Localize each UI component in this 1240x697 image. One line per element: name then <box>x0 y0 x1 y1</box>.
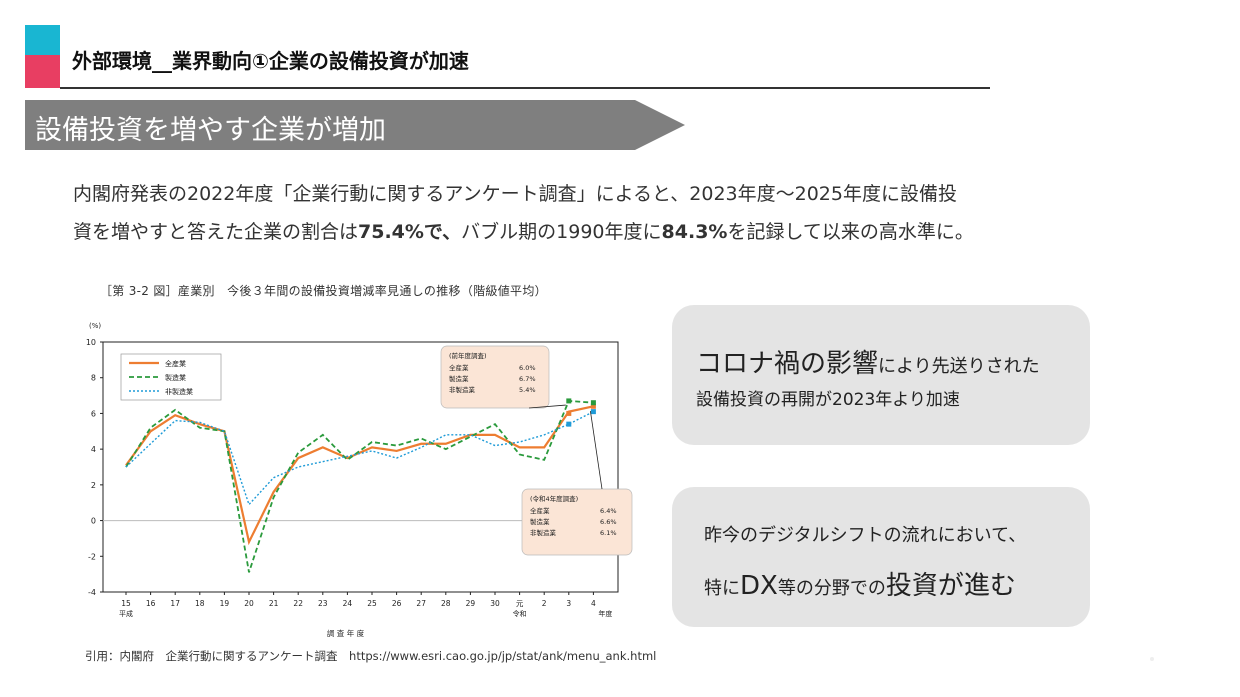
summary-line-2: 資を増やすと答えた企業の割合は75.4%で、バブル期の1990年度に84.3%を… <box>73 213 1153 251</box>
y-tick-label: 10 <box>86 338 96 347</box>
summary-text: バブル期の1990年度に <box>461 221 662 243</box>
series-end-marker <box>590 400 596 406</box>
x-tick-label: 21 <box>269 599 279 608</box>
y-tick-label: 2 <box>91 481 96 490</box>
annotation-row-value: 6.1% <box>600 529 617 537</box>
series-end-marker <box>590 403 596 409</box>
callout-text: 等の分野での <box>777 578 886 599</box>
y-tick-label: 0 <box>91 517 96 526</box>
series-line-製造業 <box>125 399 594 573</box>
annotation-row-value: 6.7% <box>519 375 536 383</box>
callout-emphasis: コロナ禍の影響 <box>696 349 879 379</box>
annotation-title: (前年度調査) <box>449 351 487 360</box>
legend-label: 非製造業 <box>165 387 193 396</box>
previous-survey-marker <box>566 421 572 427</box>
y-tick-label: -4 <box>88 588 96 597</box>
section-banner: 設備投資を増やす企業が増加 <box>25 100 685 150</box>
legend-label: 全産業 <box>165 359 186 368</box>
x-suffix-label: 年度 <box>598 609 612 618</box>
series-line-非製造業 <box>125 411 594 506</box>
series-line-全産業 <box>125 405 594 546</box>
banner-arrow-shape <box>25 100 685 150</box>
callout-text: により先送りされた <box>878 356 1040 377</box>
era-label: 平成 <box>119 609 133 618</box>
annotation-title: (令和4年度調査) <box>530 494 578 503</box>
summary-text: 資を増やすと答えた企業の割合は <box>73 221 359 243</box>
previous-survey-marker <box>566 398 572 404</box>
callout-emphasis: 投資が進む <box>885 571 1016 601</box>
x-tick-label: 2 <box>542 599 547 608</box>
title-underline <box>60 87 990 89</box>
banner-text: 設備投資を増やす企業が増加 <box>35 115 386 146</box>
previous-survey-marker <box>566 410 572 416</box>
annotation-row-label: 非製造業 <box>530 528 557 537</box>
x-tick-label: 元 <box>516 599 524 608</box>
summary-highlight: 84.3% <box>661 221 728 243</box>
accent-block-cyan <box>25 25 60 55</box>
annotation-row-label: 全産業 <box>530 506 550 515</box>
x-tick-label: 26 <box>392 599 402 608</box>
annotation-row-label: 製造業 <box>530 517 550 526</box>
annotation-row-value: 5.4% <box>519 386 536 394</box>
x-tick-label: 24 <box>343 599 353 608</box>
accent-block-pink <box>25 55 60 88</box>
annotation-row-value: 6.4% <box>600 507 617 515</box>
annotation-row-label: 製造業 <box>449 374 469 383</box>
x-tick-label: 17 <box>170 599 180 608</box>
callout-emphasis: DX <box>740 571 778 601</box>
x-tick-label: 30 <box>490 599 500 608</box>
decorative-dot <box>1150 657 1154 661</box>
source-citation: 引用：内閣府 企業行動に関するアンケート調査 https://www.esri.… <box>85 649 657 663</box>
callout-line-2: 設備投資の再開が2023年より加速 <box>696 390 960 410</box>
callout-text: 特に <box>704 578 740 599</box>
x-tick-label: 4 <box>591 599 596 608</box>
y-tick-label: -2 <box>88 552 96 561</box>
era-label: 令和 <box>513 609 527 618</box>
x-axis-label: 調 査 年 度 <box>327 628 365 638</box>
x-tick-label: 27 <box>416 599 426 608</box>
x-tick-label: 23 <box>318 599 328 608</box>
x-tick-label: 16 <box>146 599 156 608</box>
summary-line-1: 内閣府発表の2022年度「企業行動に関するアンケート調査」によると、2023年度… <box>73 183 957 205</box>
summary-text: を記録して以来の高水準に。 <box>727 221 974 243</box>
page-title: 外部環境__業界動向①企業の設備投資が加速 <box>72 49 469 73</box>
annotation-arrow <box>590 411 603 490</box>
annotation-box <box>521 488 633 556</box>
x-tick-label: 15 <box>121 599 131 608</box>
annotation-arrow <box>528 404 566 409</box>
legend-label: 製造業 <box>165 373 186 382</box>
annotation-row-label: 全産業 <box>449 363 469 372</box>
annotation-row-value: 6.6% <box>600 518 617 526</box>
y-tick-label: 4 <box>91 445 96 454</box>
annotation-row-label: 非製造業 <box>449 385 476 394</box>
callout-line-2: 特にDX等の分野での投資が進む <box>704 565 1016 602</box>
x-tick-label: 28 <box>441 599 451 608</box>
annotation-row-value: 6.0% <box>519 364 536 372</box>
y-axis-label: (%) <box>89 322 101 330</box>
callout-dx: 昨今のデジタルシフトの流れにおいて、 特にDX等の分野での投資が進む <box>672 487 1090 627</box>
summary-paragraph: 内閣府発表の2022年度「企業行動に関するアンケート調査」によると、2023年度… <box>73 175 1153 251</box>
x-tick-label: 18 <box>195 599 205 608</box>
x-tick-label: 19 <box>220 599 230 608</box>
x-tick-label: 22 <box>293 599 303 608</box>
y-tick-label: 6 <box>91 409 96 418</box>
x-tick-label: 20 <box>244 599 254 608</box>
callout-line-1: コロナ禍の影響により先送りされた <box>696 343 1040 380</box>
x-tick-label: 25 <box>367 599 377 608</box>
y-tick-label: 8 <box>91 374 96 383</box>
series-end-marker <box>590 409 596 415</box>
annotation-box <box>440 345 550 409</box>
x-tick-label: 3 <box>566 599 571 608</box>
callout-covid: コロナ禍の影響により先送りされた 設備投資の再開が2023年より加速 <box>672 305 1090 445</box>
figure-caption: ［第 3-2 図］産業別 今後３年間の設備投資増減率見通しの推移（階級値平均） <box>100 284 547 298</box>
capex-trend-chart: -4 -2 0 2 4 6 8 10 (%) 15 16 17 18 19 20 21 22 23 24 25 26 27… <box>75 315 645 645</box>
x-tick-label: 29 <box>466 599 476 608</box>
summary-highlight: 75.4%で、 <box>358 221 462 243</box>
callout-line-1: 昨今のデジタルシフトの流れにおいて、 <box>704 525 1027 546</box>
